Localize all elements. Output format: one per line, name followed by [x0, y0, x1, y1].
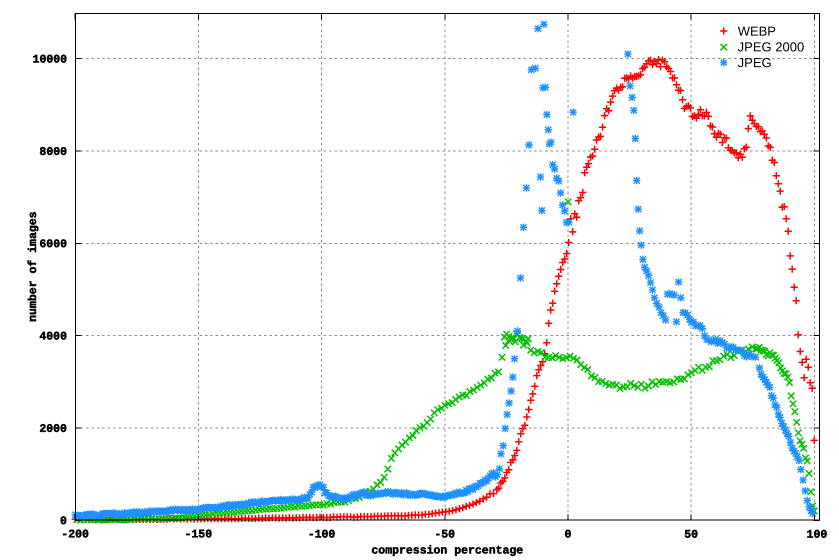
svg-text:compression percentage: compression percentage: [371, 544, 523, 557]
svg-text:50: 50: [684, 529, 698, 542]
svg-text:100: 100: [807, 529, 828, 542]
svg-text:-200: -200: [61, 528, 89, 541]
svg-text:0: 0: [564, 529, 571, 542]
svg-text:2000: 2000: [39, 423, 67, 436]
svg-text:6000: 6000: [39, 238, 67, 251]
svg-text:-150: -150: [185, 528, 213, 541]
svg-text:10000: 10000: [33, 54, 68, 67]
svg-text:-100: -100: [308, 528, 336, 541]
svg-text:-50: -50: [434, 528, 455, 541]
svg-text:number of images: number of images: [27, 211, 40, 322]
svg-text:0: 0: [60, 515, 67, 528]
svg-text:8000: 8000: [39, 146, 67, 159]
svg-text:WEBP: WEBP: [738, 24, 776, 39]
svg-text:JPEG 2000: JPEG 2000: [738, 39, 805, 54]
svg-text:4000: 4000: [39, 330, 67, 343]
svg-text:JPEG: JPEG: [738, 55, 772, 70]
